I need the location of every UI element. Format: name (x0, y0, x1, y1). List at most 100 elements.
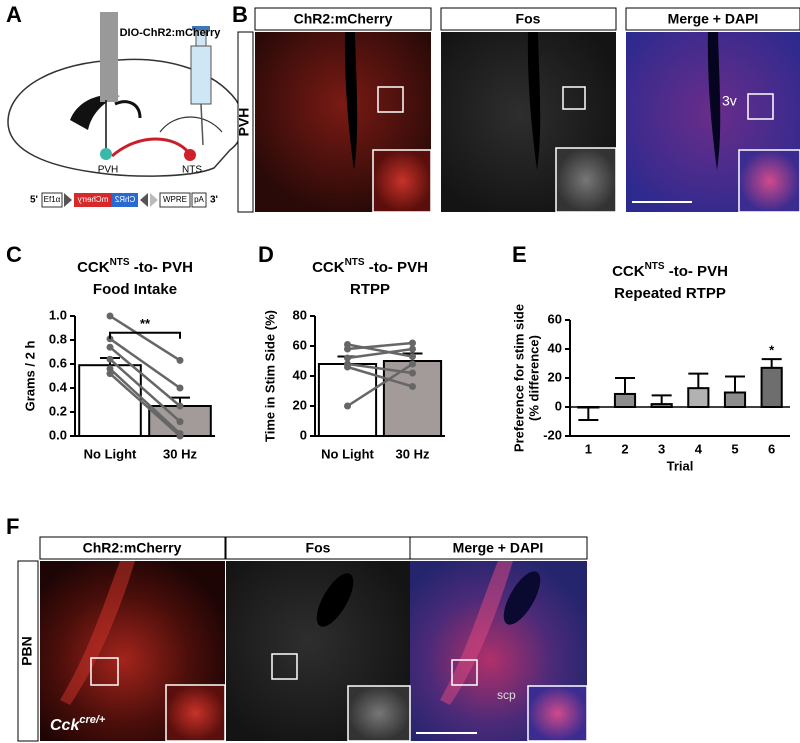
paired-point (176, 402, 184, 410)
paired-point (409, 369, 416, 377)
genotype-superscript: cre/+ (79, 714, 106, 726)
title-text: CCK (612, 263, 645, 280)
chart-title: CCKNTS -to- PVH (77, 257, 193, 276)
paired-point (344, 345, 351, 353)
y-tick-label: 1.0 (49, 307, 67, 322)
y-tick-label: 20 (548, 369, 562, 384)
paired-point (409, 339, 416, 347)
paired-point (106, 312, 114, 320)
construct-chr2: ChR2 (114, 195, 135, 204)
significance: ** (140, 316, 151, 331)
micrograph-row (237, 7, 800, 213)
x-axis-label: Trial (667, 458, 694, 473)
title-superscript: NTS (110, 257, 130, 268)
chart: CCKNTS -to- PVH Repeated RTPP Preference f… (511, 261, 790, 473)
paired-point (106, 370, 114, 378)
image-header: ChR2:mCherry (294, 11, 393, 27)
injection-label: DIO-ChR2:mCherry (120, 27, 222, 39)
significance: * (769, 343, 775, 358)
paired-line (109, 337, 181, 390)
y-axis-label: Preference for stim side (511, 304, 526, 452)
region-label: PBN (19, 636, 35, 666)
chart-title: CCKNTS -to- PVH (612, 261, 728, 280)
paired-line (109, 372, 181, 437)
y-tick-label: 80 (293, 307, 307, 322)
x-tick-label: 30 Hz (396, 446, 430, 461)
bar (687, 387, 710, 408)
bar (317, 363, 378, 437)
panel-label: C (6, 242, 22, 267)
paired-line (347, 343, 413, 358)
paired-line (346, 362, 414, 408)
panel-label: E (512, 242, 527, 267)
image-header: Fos (516, 11, 541, 27)
y-tick-label: 0.4 (49, 379, 68, 394)
image-annotation: scp (497, 688, 516, 702)
paired-line (109, 314, 181, 362)
bar (760, 366, 783, 409)
y-tick-label: 40 (293, 367, 307, 382)
paired-point (106, 365, 114, 373)
paired-point (409, 345, 416, 353)
construct-mcherry: mCherry (78, 195, 109, 204)
construct-end: 5' (30, 195, 38, 206)
x-tick-label: 6 (768, 441, 775, 456)
title-text: CCK (77, 259, 110, 276)
panel-label: F (6, 514, 19, 539)
x-tick-label: 4 (695, 441, 703, 456)
paired-line (109, 367, 181, 435)
x-tick-label: 2 (621, 441, 628, 456)
paired-line (109, 346, 181, 407)
region-label: PVH (98, 165, 119, 176)
chart-subtitle: Repeated RTPP (614, 285, 726, 302)
chart-title: CCKNTS -to- PVH (312, 257, 428, 276)
title-text: -to- PVH (665, 263, 728, 280)
y-tick-label: 0.6 (49, 355, 67, 370)
paired-point (106, 355, 114, 363)
x-tick-label: No Light (84, 446, 137, 461)
paired-point (344, 354, 351, 362)
region-label: NTS (182, 165, 202, 176)
y-tick-label: -20 (543, 427, 562, 442)
paired-point (409, 353, 416, 360)
chart: CCKNTS -to- PVH Food Intake Grams / 2 h 0.0… (22, 257, 215, 461)
panel-label: D (258, 242, 274, 267)
image-header: Merge + DAPI (453, 540, 544, 556)
region-label: PVH (236, 108, 252, 137)
paired-point (176, 384, 184, 392)
construct-pa: pA (194, 195, 204, 204)
x-tick-label: 30 Hz (163, 446, 197, 461)
image-annotation: 3v (722, 93, 737, 109)
construct-promoter: Ef1α (44, 195, 61, 204)
paired-line (347, 341, 413, 351)
paired-point (176, 418, 184, 426)
image-header: ChR2:mCherry (83, 540, 182, 556)
paired-point (176, 356, 184, 364)
chart-subtitle: Food Intake (93, 281, 177, 298)
y-tick-label: 60 (293, 337, 307, 352)
paired-line (347, 347, 413, 360)
paired-point (409, 383, 416, 390)
paired-point (344, 363, 351, 371)
x-tick-label: 3 (658, 441, 665, 456)
paired-point (106, 343, 114, 351)
construct-end: 3' (210, 195, 218, 206)
chart: CCKNTS -to- PVH RTPP Time in Stim Side (%)… (262, 257, 445, 461)
paired-point (344, 402, 351, 410)
title-superscript: NTS (645, 261, 665, 272)
micrograph-row (17, 536, 588, 742)
panel-label: B (232, 2, 248, 27)
significance-bracket (109, 331, 181, 339)
construct-wpre: WPRE (163, 195, 187, 204)
y-tick-label: 0.0 (49, 427, 67, 442)
x-tick-label: 5 (731, 441, 738, 456)
chart-subtitle: RTPP (350, 281, 390, 298)
x-tick-label: No Light (321, 446, 374, 461)
image-header: Fos (306, 540, 331, 556)
title-text: -to- PVH (365, 259, 428, 276)
y-tick-label: 60 (548, 311, 562, 326)
y-tick-label: 0.8 (49, 331, 67, 346)
genotype-text: Cck (50, 717, 80, 734)
y-tick-label: 0 (555, 398, 562, 413)
panel-label: A (6, 2, 22, 27)
